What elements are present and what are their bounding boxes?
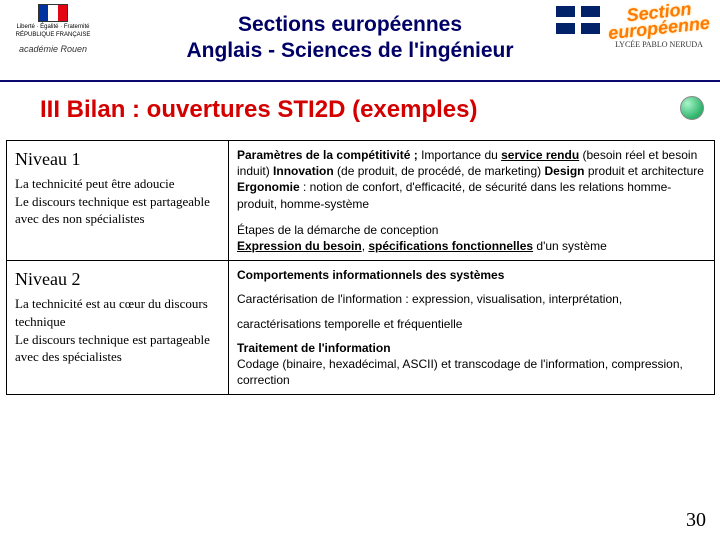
level-desc2: Le discours technique est partageable av…: [15, 331, 220, 366]
t: spécifications fonctionnelles: [368, 239, 533, 253]
logo-motto: Liberté · Égalité · Fraternité: [16, 24, 89, 30]
badge-section-europeenne: Section européenne LYCÉE PABLO NERUDA: [604, 4, 714, 74]
t: d'un système: [533, 239, 607, 253]
logo-left: Liberté · Égalité · Fraternité RÉPUBLIQU…: [8, 4, 98, 74]
subtitle-row: III Bilan : ouvertures STI2D (exemples): [0, 82, 720, 134]
content-cell: Paramètres de la compétitivité ; Importa…: [229, 141, 715, 261]
spacer: [237, 308, 706, 316]
t: Paramètres de la compétitivité ;: [237, 148, 421, 162]
content-paragraph: Traitement de l'information: [237, 340, 706, 356]
level-desc2: Le discours technique est partageable av…: [15, 193, 220, 228]
content-paragraph: Paramètres de la compétitivité ; Importa…: [237, 147, 706, 179]
spacer: [237, 332, 706, 340]
content-paragraph: Étapes de la démarche de conception: [237, 222, 706, 238]
t: Importance du: [421, 148, 501, 162]
t: : notion de confort, d'efficacité, de sé…: [237, 180, 671, 210]
page-title: Sections européennes Anglais - Sciences …: [120, 12, 580, 65]
level-title: Niveau 2: [15, 267, 220, 291]
content-paragraph: Ergonomie : notion de confort, d'efficac…: [237, 179, 706, 211]
t: service rendu: [501, 148, 579, 162]
t: Expression du besoin: [237, 239, 362, 253]
academie-label: académie Rouen: [19, 44, 87, 54]
page-number: 30: [686, 509, 706, 532]
title-line2: Anglais - Sciences de l'ingénieur: [186, 39, 513, 62]
table-row: Niveau 1 La technicité peut être adoucie…: [7, 141, 715, 261]
t: Ergonomie: [237, 180, 300, 194]
t: produit et architecture: [585, 164, 704, 178]
content-paragraph: caractérisations temporelle et fréquenti…: [237, 316, 706, 332]
spacer: [237, 283, 706, 291]
spacer: [237, 212, 706, 222]
level-cell: Niveau 1 La technicité peut être adoucie…: [7, 141, 229, 261]
content-paragraph: Comportements informationnels des systèm…: [237, 267, 706, 283]
logo-republic: RÉPUBLIQUE FRANÇAISE: [16, 32, 91, 38]
t: (de produit, de procédé, de marketing): [334, 164, 545, 178]
uk-flag-icon: [556, 6, 600, 34]
content-paragraph: Caractérisation de l'information : expre…: [237, 291, 706, 307]
header: Liberté · Égalité · Fraternité RÉPUBLIQU…: [0, 0, 720, 82]
level-cell: Niveau 2 La technicité est au cœur du di…: [7, 261, 229, 395]
content-cell: Comportements informationnels des systèm…: [229, 261, 715, 395]
title-line1: Sections européennes: [238, 13, 462, 36]
content-table: Niveau 1 La technicité peut être adoucie…: [6, 140, 715, 395]
table-row: Niveau 2 La technicité est au cœur du di…: [7, 261, 715, 395]
content-paragraph: Expression du besoin, spécifications fon…: [237, 238, 706, 254]
t: Innovation: [273, 164, 334, 178]
decorative-circle-icon: [680, 96, 704, 120]
level-title: Niveau 1: [15, 147, 220, 171]
level-desc1: La technicité est au cœur du discours te…: [15, 295, 220, 330]
content-paragraph: Codage (binaire, hexadécimal, ASCII) et …: [237, 356, 706, 388]
t: Design: [545, 164, 585, 178]
section-heading: III Bilan : ouvertures STI2D (exemples): [40, 96, 477, 123]
level-desc1: La technicité peut être adoucie: [15, 175, 220, 193]
france-flag-icon: [38, 4, 68, 22]
